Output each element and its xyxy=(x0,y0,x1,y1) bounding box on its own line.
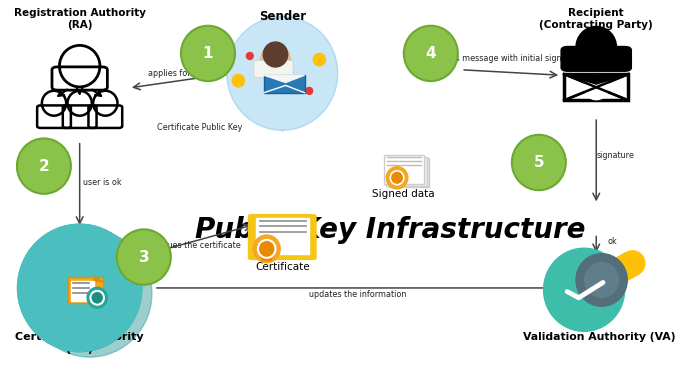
Ellipse shape xyxy=(28,230,152,357)
Ellipse shape xyxy=(261,45,291,75)
Ellipse shape xyxy=(512,135,566,190)
Text: Certificate: Certificate xyxy=(255,262,309,272)
FancyBboxPatch shape xyxy=(386,157,427,186)
Text: 4: 4 xyxy=(425,46,436,61)
Ellipse shape xyxy=(181,26,235,81)
FancyBboxPatch shape xyxy=(256,218,309,254)
Ellipse shape xyxy=(313,53,325,66)
FancyBboxPatch shape xyxy=(254,60,293,78)
FancyBboxPatch shape xyxy=(67,277,103,303)
FancyBboxPatch shape xyxy=(561,46,631,71)
Ellipse shape xyxy=(17,224,142,351)
Text: Certificate Public Key: Certificate Public Key xyxy=(156,123,242,132)
Ellipse shape xyxy=(90,291,104,305)
Ellipse shape xyxy=(404,26,458,81)
Polygon shape xyxy=(260,254,273,261)
Text: 3: 3 xyxy=(138,250,149,265)
Ellipse shape xyxy=(391,171,404,185)
Ellipse shape xyxy=(612,255,637,280)
Ellipse shape xyxy=(87,287,107,308)
Polygon shape xyxy=(564,74,628,84)
Ellipse shape xyxy=(598,263,622,288)
Text: signs message with initial signature: signs message with initial signature xyxy=(439,54,582,64)
Text: Certificate Authority
(CA): Certificate Authority (CA) xyxy=(15,331,144,354)
Ellipse shape xyxy=(606,259,630,284)
Ellipse shape xyxy=(17,224,142,351)
Text: Signed data: Signed data xyxy=(373,189,435,199)
Ellipse shape xyxy=(543,248,625,331)
Ellipse shape xyxy=(227,17,338,130)
Polygon shape xyxy=(94,277,103,281)
Ellipse shape xyxy=(601,261,626,286)
Ellipse shape xyxy=(576,254,628,306)
FancyBboxPatch shape xyxy=(264,75,304,93)
Text: Sender: Sender xyxy=(259,10,306,23)
Ellipse shape xyxy=(253,235,280,263)
Text: signature: signature xyxy=(596,151,634,160)
Ellipse shape xyxy=(603,261,627,285)
FancyBboxPatch shape xyxy=(384,155,424,184)
Ellipse shape xyxy=(611,256,635,281)
Ellipse shape xyxy=(616,253,640,278)
Polygon shape xyxy=(264,75,304,82)
Ellipse shape xyxy=(591,266,616,292)
Ellipse shape xyxy=(604,260,628,284)
Ellipse shape xyxy=(386,167,408,189)
Ellipse shape xyxy=(247,53,253,59)
Ellipse shape xyxy=(593,266,617,291)
FancyBboxPatch shape xyxy=(564,74,628,100)
Ellipse shape xyxy=(599,262,623,287)
Ellipse shape xyxy=(614,254,638,279)
Ellipse shape xyxy=(576,27,616,68)
Text: 1: 1 xyxy=(203,46,213,61)
FancyBboxPatch shape xyxy=(248,214,317,260)
Text: Registration Authority
(RA): Registration Authority (RA) xyxy=(14,8,146,30)
Ellipse shape xyxy=(607,258,632,283)
FancyBboxPatch shape xyxy=(389,158,430,187)
Text: issues the certificate: issues the certificate xyxy=(157,241,241,250)
Ellipse shape xyxy=(258,240,275,258)
FancyBboxPatch shape xyxy=(71,281,94,301)
Ellipse shape xyxy=(617,253,641,277)
Text: Validation Authority (VA): Validation Authority (VA) xyxy=(523,331,676,342)
Text: Public Key Infrastructure: Public Key Infrastructure xyxy=(195,216,585,244)
Ellipse shape xyxy=(263,42,288,67)
Ellipse shape xyxy=(306,87,313,94)
Text: user is ok: user is ok xyxy=(83,178,121,187)
Ellipse shape xyxy=(584,75,608,100)
Text: updates the information: updates the information xyxy=(309,290,407,299)
Ellipse shape xyxy=(594,265,619,290)
Ellipse shape xyxy=(619,251,643,277)
Text: ok: ok xyxy=(607,237,617,246)
Ellipse shape xyxy=(117,229,171,285)
Text: 2: 2 xyxy=(38,159,49,174)
Ellipse shape xyxy=(17,138,71,194)
Ellipse shape xyxy=(589,268,614,292)
Ellipse shape xyxy=(232,74,245,87)
Text: Recipient
(Contracting Party): Recipient (Contracting Party) xyxy=(539,8,653,30)
Ellipse shape xyxy=(621,251,645,276)
Ellipse shape xyxy=(584,263,619,297)
Text: applies for a certificate: applies for a certificate xyxy=(147,69,241,78)
Ellipse shape xyxy=(596,264,621,289)
Ellipse shape xyxy=(609,257,633,282)
Text: 5: 5 xyxy=(534,155,544,170)
